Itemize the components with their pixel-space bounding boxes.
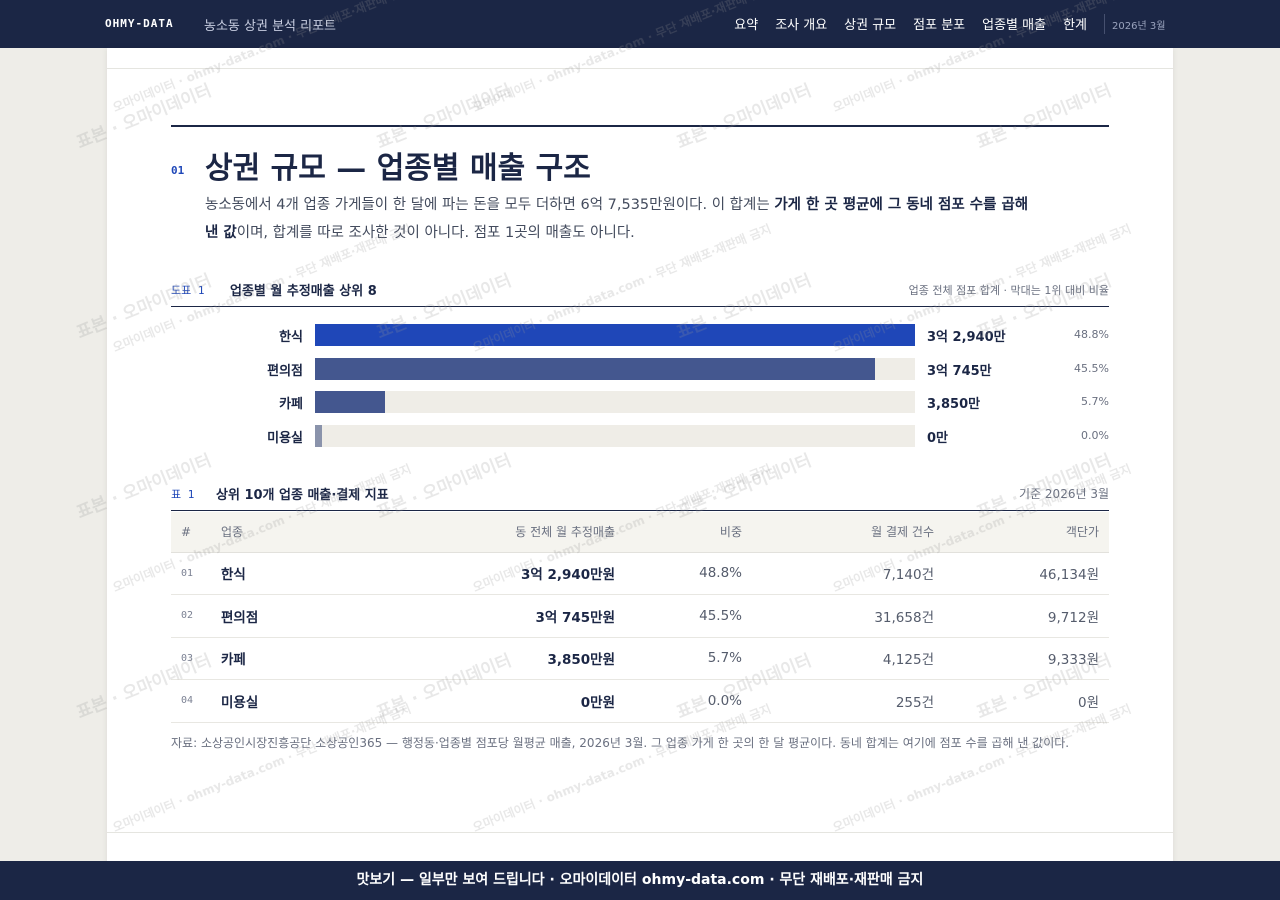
bar-value-label: 3억 2,940만 <box>927 330 1006 345</box>
row-share: 48.8% <box>625 552 752 595</box>
table-title: 상위 10개 업종 매출·결제 지표 <box>216 488 389 503</box>
row-transactions: 31,658건 <box>752 594 944 638</box>
lead-text-2: 이며, 합계를 따로 조사한 것이 아니다. 점포 1곳의 매출도 아니다. <box>236 225 635 241</box>
col-sales: 동 전체 월 추정매출 <box>361 512 625 553</box>
lead-text-1: 농소동에서 4개 업종 가게들이 한 달에 파는 돈을 모두 더하면 6억 7,… <box>205 197 775 213</box>
row-industry: 편의점 <box>211 594 361 638</box>
section-rule <box>171 125 1109 127</box>
row-share: 5.7% <box>625 637 752 680</box>
row-industry: 미용실 <box>211 679 361 723</box>
table-label: 표 1 <box>171 488 195 501</box>
row-sales: 3억 2,940만원 <box>361 552 625 595</box>
section-number: 01 <box>171 164 185 177</box>
row-industry: 카페 <box>211 637 361 680</box>
section-title: 상권 규모 — 업종별 매출 구조 <box>205 151 591 186</box>
row-rank: 03 <box>171 637 211 680</box>
bar-track <box>315 357 915 380</box>
table-header-row: # 업종 동 전체 월 추정매출 비중 월 결제 건수 객단가 <box>171 512 1109 553</box>
row-avg-ticket: 9,712원 <box>944 594 1109 638</box>
bar-percent-label: 5.7% <box>1081 395 1109 408</box>
bar-row: 미용실 0만 0.0% <box>171 424 1109 447</box>
bar-percent-label: 0.0% <box>1081 428 1109 442</box>
page-divider-top <box>107 68 1173 69</box>
nav-item-market-size[interactable]: 상권 규모 <box>844 18 897 33</box>
row-transactions: 4,125건 <box>752 637 944 680</box>
figure-title: 업종별 월 추정매출 상위 8 <box>230 284 377 299</box>
col-avg-ticket: 객단가 <box>944 512 1109 553</box>
col-industry: 업종 <box>211 512 361 553</box>
nav-item-sales-by-industry[interactable]: 업종별 매출 <box>982 18 1047 33</box>
bar-value-label: 0만 <box>927 430 949 446</box>
bar <box>315 357 876 380</box>
section-market-size: 01 상권 규모 — 업종별 매출 구조 농소동에서 4개 업종 가게들이 한 … <box>171 125 1109 750</box>
top-nav-bar: OHMY-DATA 농소동 상권 분석 리포트 요약 조사 개요 상권 규모 점… <box>0 0 1280 48</box>
row-avg-ticket: 0원 <box>944 679 1109 723</box>
bar-category-label: 편의점 <box>267 363 303 379</box>
table-row: 02 편의점 3억 745만원 45.5% 31,658건 9,712원 <box>171 594 1109 638</box>
row-sales: 0만원 <box>361 679 625 723</box>
bar-row: 편의점 3억 745만 45.5% <box>171 357 1109 380</box>
col-rank: # <box>171 512 211 553</box>
bar-track <box>315 324 915 346</box>
bar-category-label: 한식 <box>279 330 303 345</box>
bar-track <box>315 391 915 413</box>
bar <box>315 324 915 346</box>
bar-category-label: 미용실 <box>267 430 303 446</box>
nav-item-summary[interactable]: 요약 <box>734 18 759 33</box>
row-share: 0.0% <box>625 679 752 723</box>
sales-table: # 업종 동 전체 월 추정매출 비중 월 결제 건수 객단가 01 한식 3억 2… <box>171 512 1109 723</box>
bar <box>315 424 322 447</box>
row-transactions: 7,140건 <box>752 552 944 595</box>
nav-divider <box>1104 14 1105 34</box>
table-body: 01 한식 3억 2,940만원 48.8% 7,140건 46,134원 02 편의점 3억 … <box>171 552 1109 723</box>
section-lead: 농소동에서 4개 업종 가게들이 한 달에 파는 돈을 모두 더하면 6억 7,… <box>205 191 1035 247</box>
report-title: 농소동 상권 분석 리포트 <box>204 19 336 34</box>
table-row: 03 카페 3,850만원 5.7% 4,125건 9,333원 <box>171 637 1109 680</box>
row-industry: 한식 <box>211 552 361 595</box>
row-avg-ticket: 9,333원 <box>944 637 1109 680</box>
row-transactions: 255건 <box>752 679 944 723</box>
page-divider-bottom <box>107 832 1173 833</box>
table-note: 기준 2026년 3월 <box>1019 487 1109 501</box>
table-header: 표 1 상위 10개 업종 매출·결제 지표 기준 2026년 3월 <box>171 483 1109 511</box>
row-sales: 3억 745만원 <box>361 594 625 638</box>
table-row: 04 미용실 0만원 0.0% 255건 0원 <box>171 679 1109 723</box>
bar-percent-label: 45.5% <box>1074 361 1109 375</box>
nav-item-limitations[interactable]: 한계 <box>1063 18 1087 33</box>
bar-row: 카페 3,850만 5.7% <box>171 391 1109 413</box>
report-page: 01 상권 규모 — 업종별 매출 구조 농소동에서 4개 업종 가게들이 한 … <box>107 48 1173 900</box>
bar-value-label: 3,850만 <box>927 397 981 412</box>
lead-text-bold: 가게 한 곳 평균에 그 동네 점포 수를 곱해 낸 값 <box>205 197 1029 241</box>
row-share: 45.5% <box>625 594 752 638</box>
row-rank: 02 <box>171 594 211 638</box>
bar <box>315 391 386 413</box>
issue-date: 2026년 3월 <box>1112 21 1166 32</box>
figure-note: 업종 전체 점포 합계 · 막대는 1위 대비 비율 <box>908 284 1109 297</box>
row-avg-ticket: 46,134원 <box>944 552 1109 595</box>
bar-track <box>315 424 915 447</box>
figure-label: 도표 1 <box>171 284 205 297</box>
bar-row: 한식 3억 2,940만 48.8% <box>171 324 1109 346</box>
row-sales: 3,850만원 <box>361 637 625 680</box>
preview-banner: 맛보기 — 일부만 보여 드립니다 · 오마이데이터 ohmy-data.com… <box>0 861 1280 900</box>
nav-item-overview[interactable]: 조사 개요 <box>775 18 828 33</box>
figure-header: 도표 1 업종별 월 추정매출 상위 8 업종 전체 점포 합계 · 막대는 1… <box>171 279 1109 307</box>
bar-value-label: 3억 745만 <box>927 363 992 379</box>
row-rank: 04 <box>171 679 211 723</box>
bar-percent-label: 48.8% <box>1074 328 1109 341</box>
col-transactions: 월 결제 건수 <box>752 512 944 553</box>
source-note: 자료: 소상공인시장진흥공단 소상공인365 — 행정동·업종별 점포당 월평균… <box>171 736 1070 750</box>
table-row: 01 한식 3억 2,940만원 48.8% 7,140건 46,134원 <box>171 552 1109 595</box>
row-rank: 01 <box>171 552 211 595</box>
bar-category-label: 카페 <box>279 397 303 412</box>
nav-item-store-distribution[interactable]: 점포 분포 <box>913 18 966 33</box>
brand-logo[interactable]: OHMY-DATA <box>105 17 174 30</box>
nav-menu: 요약 조사 개요 상권 규모 점포 분포 업종별 매출 한계 <box>734 14 1087 33</box>
col-share: 비중 <box>625 512 752 553</box>
